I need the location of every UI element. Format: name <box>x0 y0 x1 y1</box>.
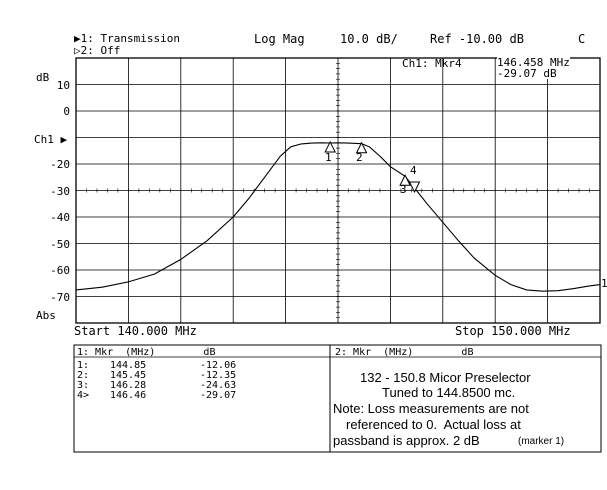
marker-label-1: 1 <box>325 151 332 164</box>
format-label: Log Mag <box>254 32 305 46</box>
marker-row-freq: 145.45 <box>110 370 147 381</box>
marker-readout-title: Ch1: Mkr4 <box>402 57 462 70</box>
annotation-line-4: referenced to 0. Actual loss at <box>346 417 521 432</box>
marker-triangle-2 <box>355 141 368 154</box>
scale-label: 10.0 dB/ <box>340 32 398 46</box>
y-tick-label: -50 <box>50 237 70 251</box>
annotation-marker-note: (marker 1) <box>518 436 565 447</box>
start-frequency: Start 140.000 MHz <box>74 324 197 338</box>
marker-table-frame <box>73 344 602 453</box>
marker-row-freq: 146.28 <box>110 380 147 391</box>
marker-triangle-3 <box>399 174 411 186</box>
marker-row-id: 1: <box>77 360 90 371</box>
y-tick-label: -60 <box>50 264 70 277</box>
marker-row-freq: 144.85 <box>110 360 147 371</box>
y-tick-label: 10 <box>56 78 70 92</box>
y-tick-label: 0 <box>63 105 70 118</box>
y-tick-label: -20 <box>50 158 70 171</box>
marker-label-3: 3 <box>400 183 407 196</box>
channel1-label: ▶1: Transmission <box>74 32 180 45</box>
marker-table-2-header: 2: Mkr (MHz) dB <box>335 347 474 358</box>
y-axis-unit: dB <box>36 71 50 84</box>
marker-readout-value: -29.07 dB <box>497 67 557 80</box>
stop-frequency: Stop 150.000 MHz <box>455 324 571 338</box>
marker-label-4: 4 <box>410 164 417 177</box>
marker-row-id: 2: <box>77 370 90 381</box>
right-ref-marker: 1 <box>601 277 607 290</box>
marker-row-db: -29.07 <box>200 390 237 401</box>
y-tick-label: -70 <box>50 290 70 304</box>
marker-table-1-header: 1: Mkr (MHz) dB <box>77 347 216 358</box>
marker-row-db: -24.63 <box>200 380 237 391</box>
channel2-label: ▷2: Off <box>74 44 121 57</box>
annotation-line-5: passband is approx. 2 dB <box>333 433 480 448</box>
marker-row-id: 3: <box>77 380 90 391</box>
marker-row-freq: 146.46 <box>110 390 147 401</box>
marker-triangle-4 <box>408 181 421 194</box>
marker-group <box>324 140 421 194</box>
marker-row-db: -12.35 <box>200 370 237 381</box>
ref-label: Ref -10.00 dB <box>430 32 524 46</box>
annotation-line-3: Note: Loss measurements are not <box>333 401 529 416</box>
chart-grid <box>75 57 601 324</box>
marker-readout-freq: 146.458 MHz <box>497 56 570 69</box>
y-tick-label: -30 <box>50 184 70 198</box>
ch1-reference-marker: Ch1 ▶ <box>34 133 68 146</box>
annotation-line-2: Tuned to 144.8500 mc. <box>382 385 516 400</box>
marker-triangle-1 <box>324 140 336 153</box>
marker-row-db: -12.06 <box>200 360 237 371</box>
marker-row-id: 4> <box>77 390 90 401</box>
corner-indicator: C <box>578 32 586 46</box>
marker-label-2: 2 <box>356 151 363 164</box>
annotation-line-1: 132 - 150.8 Micor Preselector <box>360 370 531 385</box>
y-tick-label: -40 <box>50 211 70 224</box>
abs-label: Abs <box>36 309 56 322</box>
